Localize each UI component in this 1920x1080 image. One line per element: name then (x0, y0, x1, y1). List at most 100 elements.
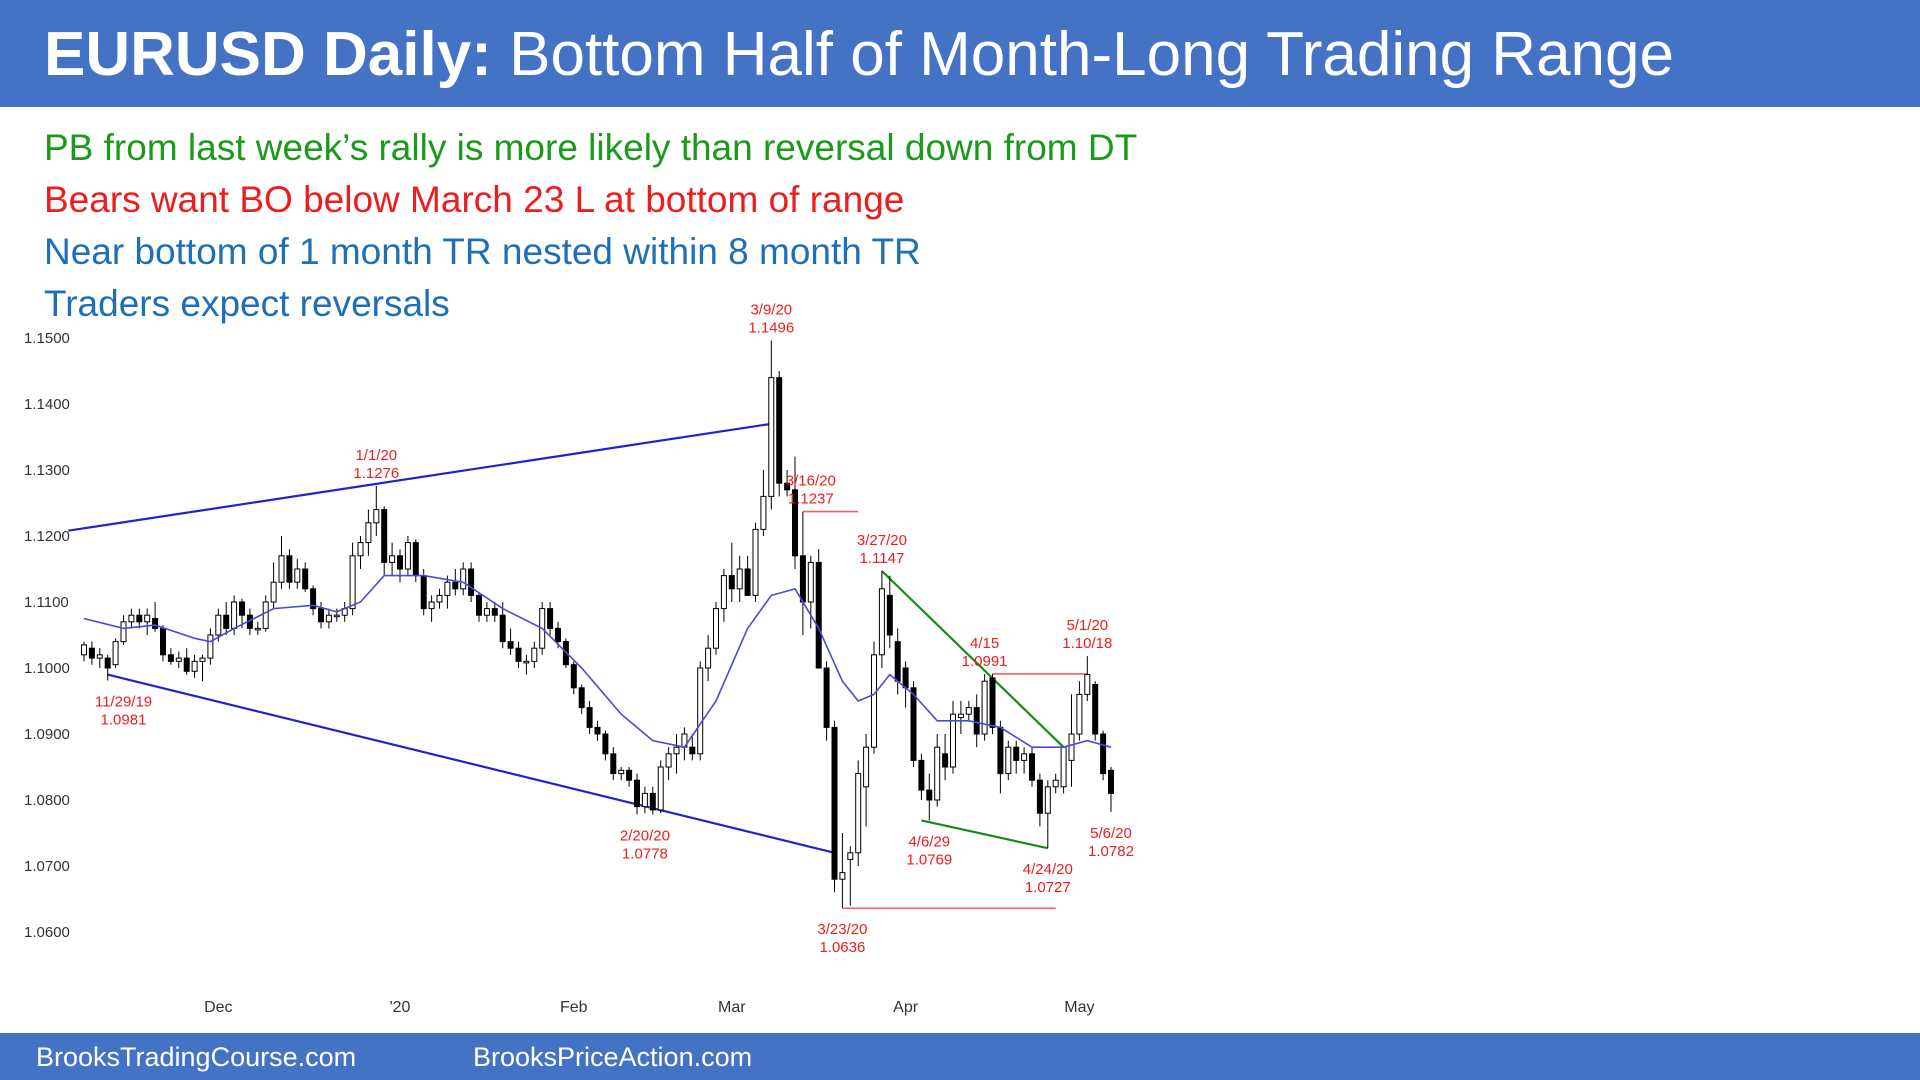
bear-candle-body (476, 594, 482, 616)
candle (183, 648, 190, 675)
bull-candle-body (871, 654, 877, 748)
bull-candle-body (1068, 733, 1075, 761)
bear-candle-body (594, 726, 601, 735)
label-3-9-20-date: 3/9/20 (750, 302, 792, 319)
candle (989, 673, 996, 734)
footer-website-left: BrooksTradingCourse.com (36, 1042, 357, 1072)
candle (894, 628, 901, 695)
x-tick-label: Mar (718, 999, 746, 1016)
bear-candle-body (452, 581, 459, 590)
candle (381, 506, 388, 576)
bull-candle-body (665, 753, 672, 768)
upper-channel-line (68, 422, 772, 532)
candle (752, 522, 759, 602)
candle (649, 786, 656, 815)
bull-candle-body (365, 522, 372, 544)
candle (1076, 681, 1083, 741)
label-11-29-19-date: 11/29/19 (95, 694, 152, 711)
candle (1013, 740, 1020, 774)
bear-candle-body (555, 627, 561, 643)
bull-candle-body (389, 555, 396, 563)
y-tick-label: 1.1100 (24, 594, 69, 611)
label-3-23-20-date: 3/23/20 (817, 921, 867, 938)
bear-candle-body (744, 568, 751, 596)
candle (942, 734, 949, 781)
bull-candle-body (878, 588, 885, 656)
candle (310, 585, 317, 616)
label-4-24-20-price: 1.0727 (1025, 879, 1071, 896)
candle (547, 602, 554, 635)
candle (578, 684, 585, 715)
candle (950, 701, 956, 774)
footer-banner: BrooksTradingCourse.com BrooksPriceActio… (0, 1033, 1920, 1080)
candle (602, 730, 609, 761)
bull-candle-body (294, 568, 301, 583)
bull-candle-body (957, 713, 964, 719)
title-banner: EURUSD Daily: Bottom Half of Month-Long … (0, 0, 1920, 107)
candle (705, 635, 712, 682)
candle (483, 602, 490, 622)
label-3-9-20-price: 1.1496 (748, 320, 794, 337)
bull-candle-body (863, 746, 870, 788)
bear-candle-body (626, 769, 633, 781)
bear-candle-body (302, 568, 309, 590)
bull-candle-body (1044, 786, 1051, 814)
bull-candle-body (523, 660, 530, 664)
bull-candle-body (278, 555, 285, 583)
candle (665, 747, 672, 781)
candle (191, 654, 198, 678)
candle (215, 608, 222, 642)
bear-candle-body (918, 759, 925, 791)
bull-candle-body (531, 647, 538, 662)
y-tick-label: 1.1200 (24, 528, 70, 545)
bull-candle-body (981, 680, 988, 735)
bear-candle-body (1100, 733, 1107, 775)
bull-candle-body (736, 568, 743, 590)
bull-candle-body (207, 634, 214, 659)
candle (760, 470, 767, 536)
candle (728, 542, 735, 602)
bull-candle-body (231, 601, 238, 629)
candle (491, 602, 498, 622)
bear-candle-body (88, 647, 95, 659)
bull-candle-body (270, 581, 277, 603)
label-11-29-19-price: 1.0981 (101, 712, 147, 729)
candle (957, 701, 964, 734)
note-line-1: PB from last week’s rally is more likely… (44, 127, 1138, 168)
candle (831, 720, 838, 893)
bull-candle-body (768, 377, 775, 497)
bull-candle-body (112, 641, 119, 666)
bull-candle-body (428, 601, 435, 610)
bull-candle-body (120, 621, 127, 643)
candle (199, 654, 206, 682)
label-3-23-20-price: 1.0636 (819, 939, 865, 956)
label-4-6-29-price: 1.0769 (906, 851, 952, 868)
bear-candle-body (602, 733, 609, 755)
bull-candle-body (720, 575, 727, 610)
bear-candle-body (397, 555, 403, 570)
candle (96, 648, 103, 668)
bull-candle-body (325, 614, 332, 623)
bull-candle-body (1084, 674, 1091, 695)
candle (1068, 694, 1075, 787)
candle (239, 598, 245, 629)
bull-candle-body (752, 528, 759, 596)
slide-title: EURUSD Daily: Bottom Half of Month-Long … (44, 18, 1674, 92)
bear-candle-body (420, 575, 427, 610)
bear-candle-body (570, 664, 577, 689)
candle (507, 628, 514, 655)
candle (776, 371, 783, 497)
bull-candle-body (144, 614, 151, 623)
bear-candle-body (784, 482, 791, 491)
commentary-notes: PB from last week’s rally is more likely… (44, 122, 1137, 330)
candle (768, 340, 775, 510)
bear-candle-body (310, 588, 317, 610)
candle (997, 720, 1004, 794)
candle (88, 641, 95, 665)
bull-candle-body (254, 627, 261, 631)
bull-candle-body (807, 561, 814, 603)
candle (1084, 656, 1091, 701)
bull-candle-body (81, 644, 87, 656)
candle (1021, 747, 1028, 774)
candle (918, 753, 925, 800)
